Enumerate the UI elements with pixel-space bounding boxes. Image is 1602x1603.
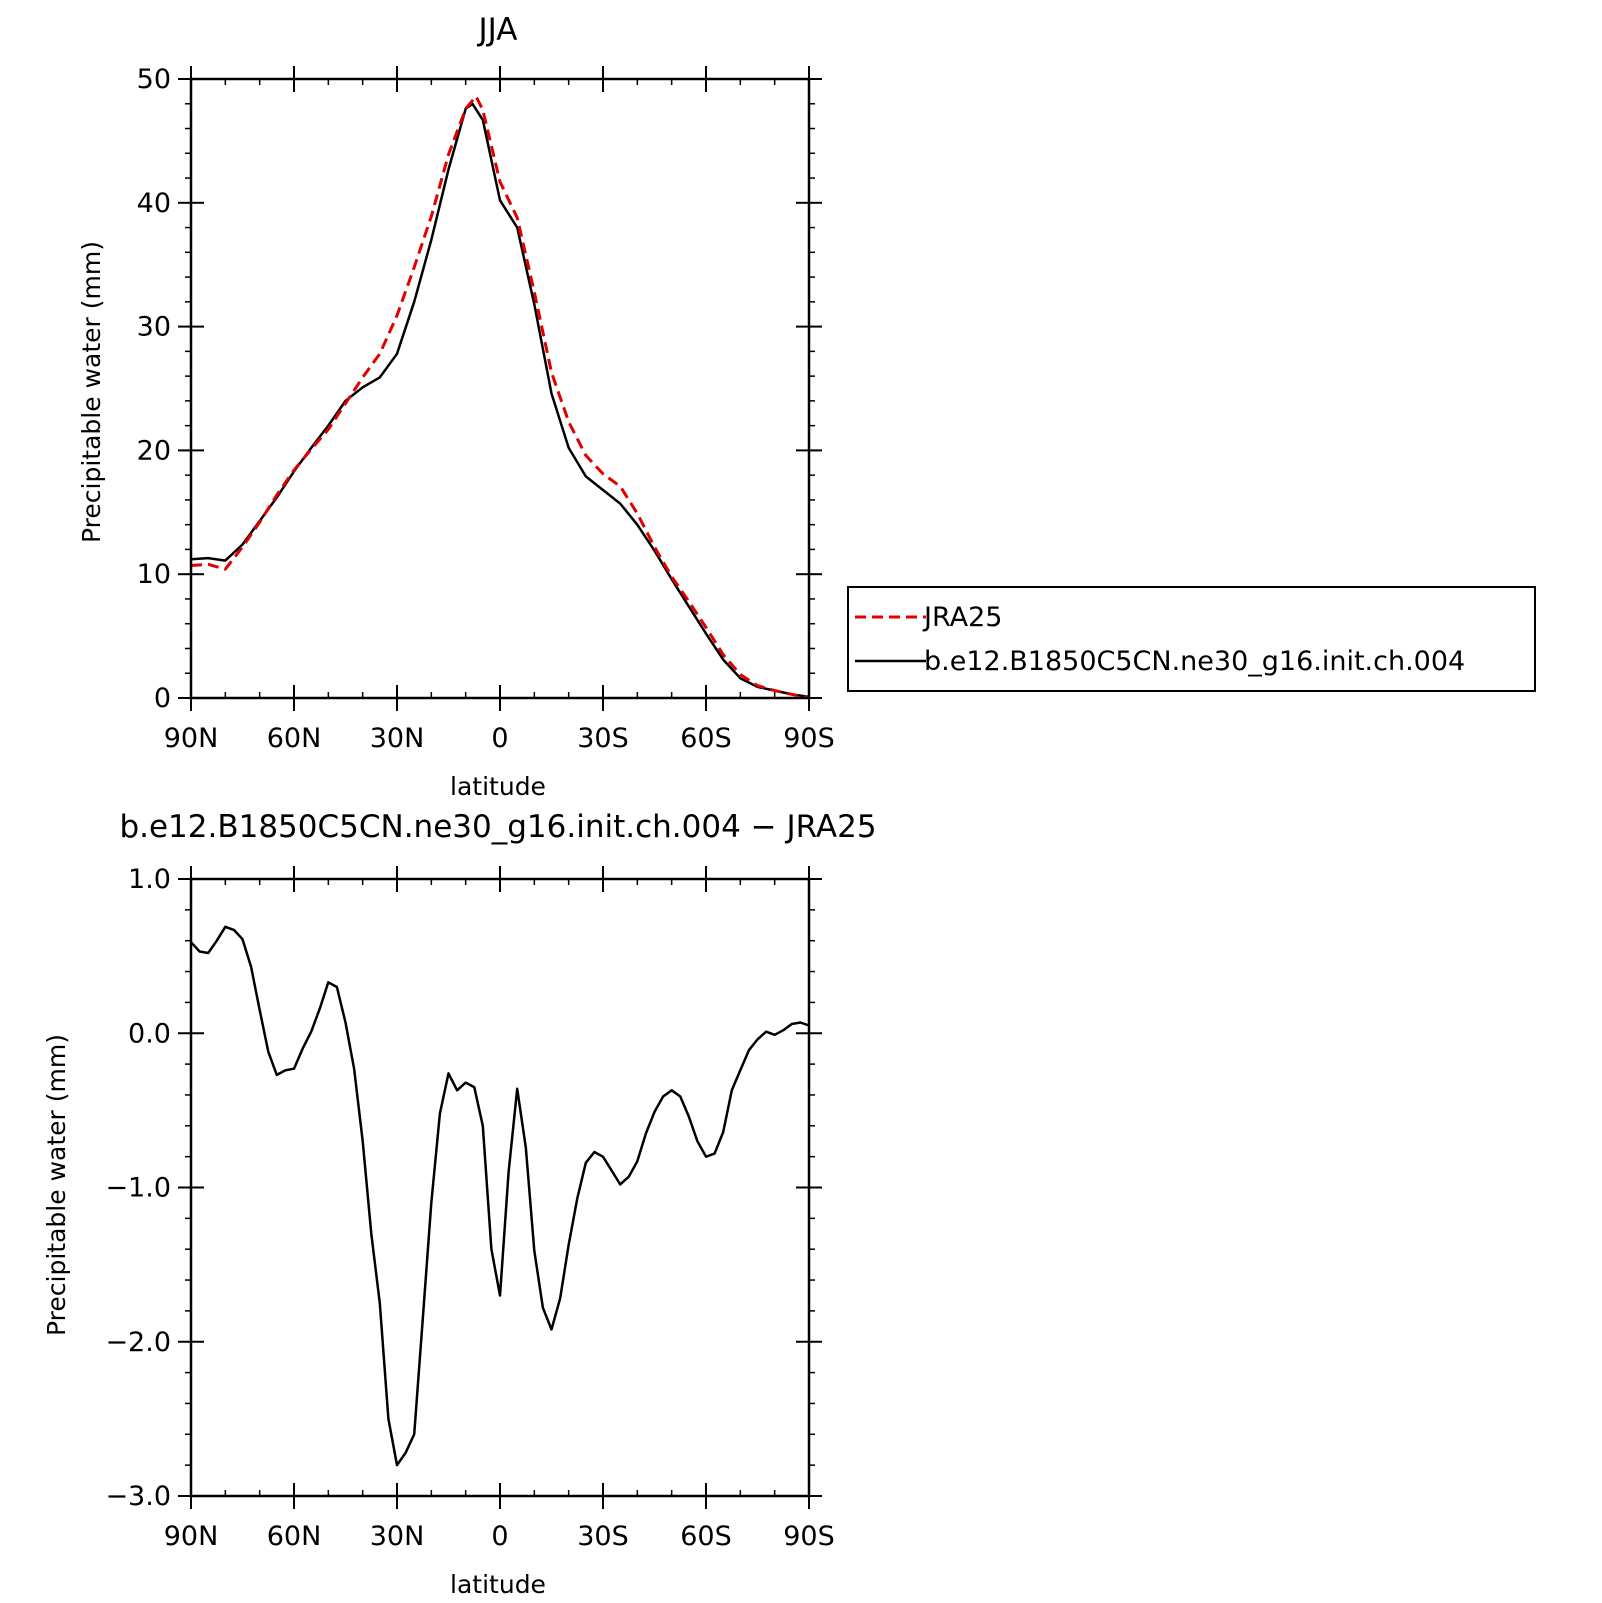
top-series-line-b-e12-b1850c5cn-ne30-g16-init-ch-004 [190,102,810,699]
top-x-tick-label: 30N [370,723,425,754]
top-plot-area: 90N 60N 30N 0 30S 60S 90S 0 10 20 30 40 50 [137,64,835,754]
legend-label-jra25: JRA25 [922,602,1002,633]
top-x-tick-label: 0 [491,723,508,754]
bottom-y-tick-label: −1.0 [105,1173,171,1204]
bottom-x-axis-label: latitude [450,1570,546,1599]
bottom-plot-area: 90N 60N 30N 0 30S 60S 90S −3.0 −2.0 −1.0 0.0 1.0 [105,864,834,1552]
panel-bottom-chart: b.e12.B1850C5CN.ne30_g16.init.ch.004 − J… [42,809,877,1599]
top-series-line-jra25 [190,94,810,700]
bottom-x-tick-label: 30N [370,1521,425,1552]
top-y-tick-label: 0 [154,683,171,714]
top-y-tick-label: 10 [137,559,171,590]
bottom-chart-title: b.e12.B1850C5CN.ne30_g16.init.ch.004 − J… [119,809,876,845]
top-y-axis-label: Precipitable water (mm) [77,241,106,543]
legend-label-model: b.e12.B1850C5CN.ne30_g16.init.ch.004 [924,646,1465,677]
bottom-x-tick-label: 60N [267,1521,322,1552]
bottom-y-axis-label: Precipitable water (mm) [42,1034,71,1336]
top-y-tick-label: 30 [137,312,171,343]
bottom-y-tick-label: −3.0 [105,1481,171,1512]
bottom-x-tick-label: 0 [491,1521,508,1552]
top-x-tick-label: 30S [577,723,629,754]
top-x-tick-label: 90N [164,723,219,754]
bottom-x-tick-label: 60S [680,1521,732,1552]
top-x-tick-label: 90S [783,723,835,754]
bottom-plot-frame [189,877,811,1498]
top-chart-title: JJA [477,12,518,48]
top-x-axis-label: latitude [450,772,546,801]
top-plot-frame [189,77,811,700]
bottom-x-tick-label: 90N [164,1521,219,1552]
bottom-x-tick-label: 30S [577,1521,629,1552]
top-y-tick-label: 20 [137,435,171,466]
bottom-series-line-difference [190,925,810,1467]
bottom-y-tick-label: −2.0 [105,1327,171,1358]
bottom-x-tick-label: 90S [783,1521,835,1552]
top-y-tick-label: 50 [137,64,171,95]
bottom-y-tick-label: 1.0 [128,864,171,895]
bottom-y-tick-label: 0.0 [128,1018,171,1049]
top-x-tick-label: 60N [267,723,322,754]
top-x-tick-label: 60S [680,723,732,754]
legend: JRA25 b.e12.B1850C5CN.ne30_g16.init.ch.0… [847,586,1536,692]
top-y-tick-label: 40 [137,188,171,219]
legend-box [847,586,1536,692]
panel-top-chart: JJA 90N 60N 30N 0 30S 60S 90S 0 10 20 30 40 50 latit… [77,12,835,801]
